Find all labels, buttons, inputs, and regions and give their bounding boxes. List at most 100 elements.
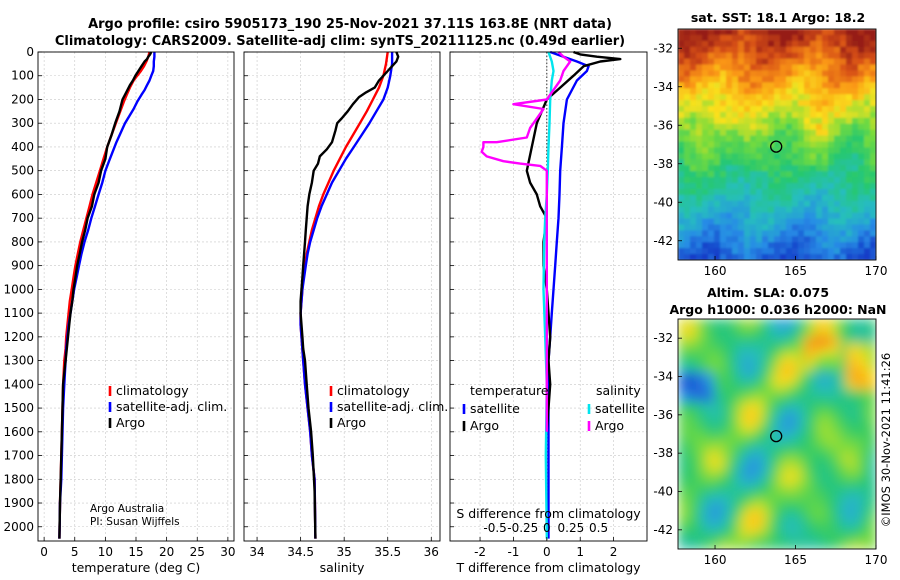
map-cell	[816, 537, 823, 544]
map-cell	[858, 507, 865, 515]
map-cell	[774, 88, 781, 95]
map-cell	[732, 478, 739, 485]
map-cell	[726, 159, 733, 166]
map-cell	[852, 324, 859, 332]
map-cell	[768, 401, 775, 409]
map-cell	[678, 254, 685, 260]
map-cell	[828, 324, 835, 332]
map-cell	[810, 100, 817, 107]
map-cell	[750, 419, 757, 426]
map-cell	[852, 123, 859, 131]
map-cell	[714, 52, 721, 60]
map-cell	[738, 206, 745, 214]
map-cell	[810, 425, 817, 432]
map-cell	[690, 76, 697, 83]
map-cell	[690, 490, 697, 497]
map-cell	[714, 377, 721, 385]
map-cell	[720, 70, 727, 77]
map-cell	[786, 206, 793, 214]
map-cell	[792, 472, 799, 479]
map-cell	[720, 177, 727, 184]
map-cell	[750, 401, 757, 409]
map-cell	[804, 254, 811, 260]
map-cell	[768, 52, 775, 60]
map-cell	[696, 513, 703, 521]
map-cell	[774, 183, 781, 190]
map-cell	[816, 460, 823, 468]
map-cell	[822, 159, 829, 166]
map-cell	[708, 354, 715, 361]
map-cell	[864, 484, 871, 491]
map-cell	[846, 484, 853, 491]
map-cell	[810, 448, 817, 456]
map-cell	[714, 537, 721, 544]
map-cell	[684, 177, 691, 184]
map-cell	[864, 46, 871, 54]
map-cell	[714, 194, 721, 202]
map-cell	[810, 64, 817, 72]
map-cell	[732, 330, 739, 338]
map-cell	[714, 324, 721, 332]
map-cell	[696, 525, 703, 532]
map-cell	[708, 64, 715, 72]
map-cell	[852, 159, 859, 166]
map-cell	[804, 159, 811, 166]
map-cell	[810, 324, 817, 332]
map-cell	[822, 34, 829, 42]
map-cell	[750, 129, 757, 137]
map-cell	[690, 425, 697, 432]
map-cell	[858, 348, 865, 355]
map-cell	[804, 46, 811, 54]
map-cell	[738, 366, 745, 373]
map-cell	[828, 129, 835, 137]
map-cell	[870, 29, 876, 36]
map-cell	[774, 194, 781, 202]
map-cell	[840, 348, 847, 355]
map-cell	[852, 188, 859, 196]
map-cell	[762, 171, 769, 178]
map-cell	[678, 147, 685, 154]
map-cell	[870, 34, 876, 42]
map-cell	[846, 224, 853, 231]
map-cell	[822, 183, 829, 190]
map-cell	[762, 117, 769, 125]
map-cell	[708, 519, 715, 527]
map-cell	[714, 82, 721, 89]
map-cell	[678, 466, 685, 473]
map-cell	[828, 242, 835, 249]
map-cell	[708, 501, 715, 509]
map-cell	[846, 330, 853, 338]
map-cell	[756, 478, 763, 485]
x-tick-label-2: 0	[543, 545, 551, 559]
map-cell	[780, 254, 787, 260]
map-cell	[678, 407, 685, 414]
map-cell	[870, 212, 876, 220]
map-cell	[786, 183, 793, 190]
map-cell	[774, 336, 781, 344]
map-cell	[786, 100, 793, 107]
map-cell	[720, 507, 727, 515]
map-cell	[732, 360, 739, 367]
map-cell	[720, 537, 727, 544]
map-cell	[846, 372, 853, 379]
map-cell	[696, 472, 703, 479]
map-cell	[774, 484, 781, 491]
map-cell	[828, 377, 835, 385]
map-cell	[846, 319, 853, 326]
map-cell	[750, 431, 757, 438]
map-cell	[846, 218, 853, 226]
map-cell	[816, 436, 823, 444]
map-cell	[870, 519, 876, 527]
map-cell	[702, 34, 709, 42]
map-cell	[828, 543, 835, 549]
map-cell	[816, 401, 823, 409]
map-cell	[786, 395, 793, 403]
map-cell	[822, 206, 829, 214]
map-cell	[750, 336, 757, 344]
map-cell	[786, 200, 793, 208]
map-cell	[780, 330, 787, 338]
map-cell	[804, 484, 811, 491]
map-cell	[732, 171, 739, 178]
map-cell	[822, 413, 829, 420]
map-cell	[792, 218, 799, 226]
